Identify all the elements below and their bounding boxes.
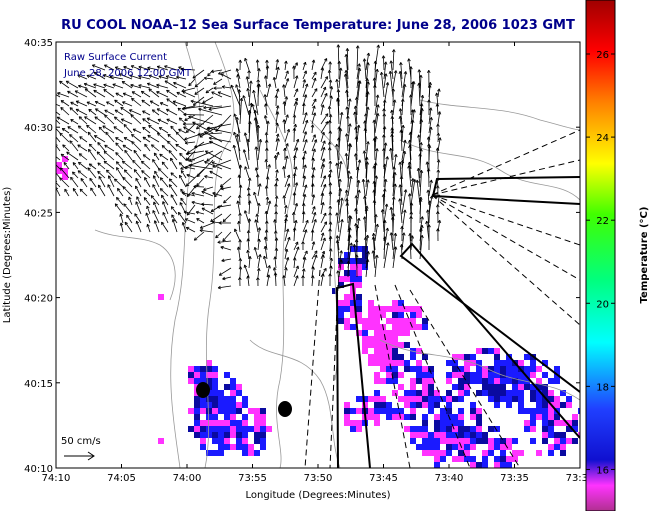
- y-tick-label: 40:10: [24, 464, 53, 475]
- plot-area: [55, 41, 581, 469]
- y-tick-label: 40:15: [24, 379, 53, 390]
- mooring-marker: [196, 382, 210, 398]
- x-tick-label: 74:00: [173, 473, 202, 484]
- x-axis-label: Longitude (Degrees:Minutes): [245, 490, 390, 501]
- x-tick-label: 73:50: [304, 473, 333, 484]
- x-tick-label: 73:45: [369, 473, 398, 484]
- colorbar-tick-label: 26: [596, 50, 609, 61]
- y-axis: 40:35 40:30 40:25 40:20 40:15 40:10: [24, 38, 580, 475]
- colorbar-tick-label: 20: [596, 299, 609, 310]
- annotation-current: Raw Surface Current: [64, 52, 167, 63]
- colorbar-tick-label: 22: [596, 216, 609, 227]
- x-tick-label: 74:10: [42, 473, 71, 484]
- current-vectors: [56, 44, 442, 290]
- x-tick-label: 73:35: [500, 473, 529, 484]
- y-tick-label: 40:25: [24, 208, 53, 219]
- annotation-date: June 28, 2006 12:00 GMT: [63, 68, 192, 79]
- colorbar-label: Temperature (°C): [639, 207, 650, 304]
- x-tick-label: 73:55: [238, 473, 267, 484]
- x-tick-label: 73:30: [566, 473, 595, 484]
- x-tick-label: 74:05: [107, 473, 136, 484]
- y-tick-label: 40:30: [24, 123, 53, 134]
- x-tick-label: 73:40: [435, 473, 464, 484]
- chart-title: RU COOL NOAA–12 Sea Surface Temperature:…: [61, 18, 575, 33]
- y-tick-label: 40:20: [24, 294, 53, 305]
- y-tick-label: 40:35: [24, 38, 53, 49]
- scale-label: 50 cm/s: [61, 436, 101, 447]
- sst-field: [56, 156, 580, 468]
- mooring-marker: [278, 401, 292, 417]
- colorbar-tick-label: 16: [596, 465, 609, 476]
- radial-sectors: [304, 129, 580, 468]
- colorbar-tick-label: 18: [596, 382, 609, 393]
- colorbar-tick-label: 24: [596, 133, 609, 144]
- colorbar: [585, 0, 616, 511]
- colorbar-ticks: 26 24 22 20 18 16: [586, 50, 615, 476]
- x-axis: 74:10 74:05 74:00 73:55 73:50 73:45 73:40 73:35…: [42, 42, 595, 484]
- y-axis-label: Latitude (Degrees:Minutes): [2, 187, 13, 324]
